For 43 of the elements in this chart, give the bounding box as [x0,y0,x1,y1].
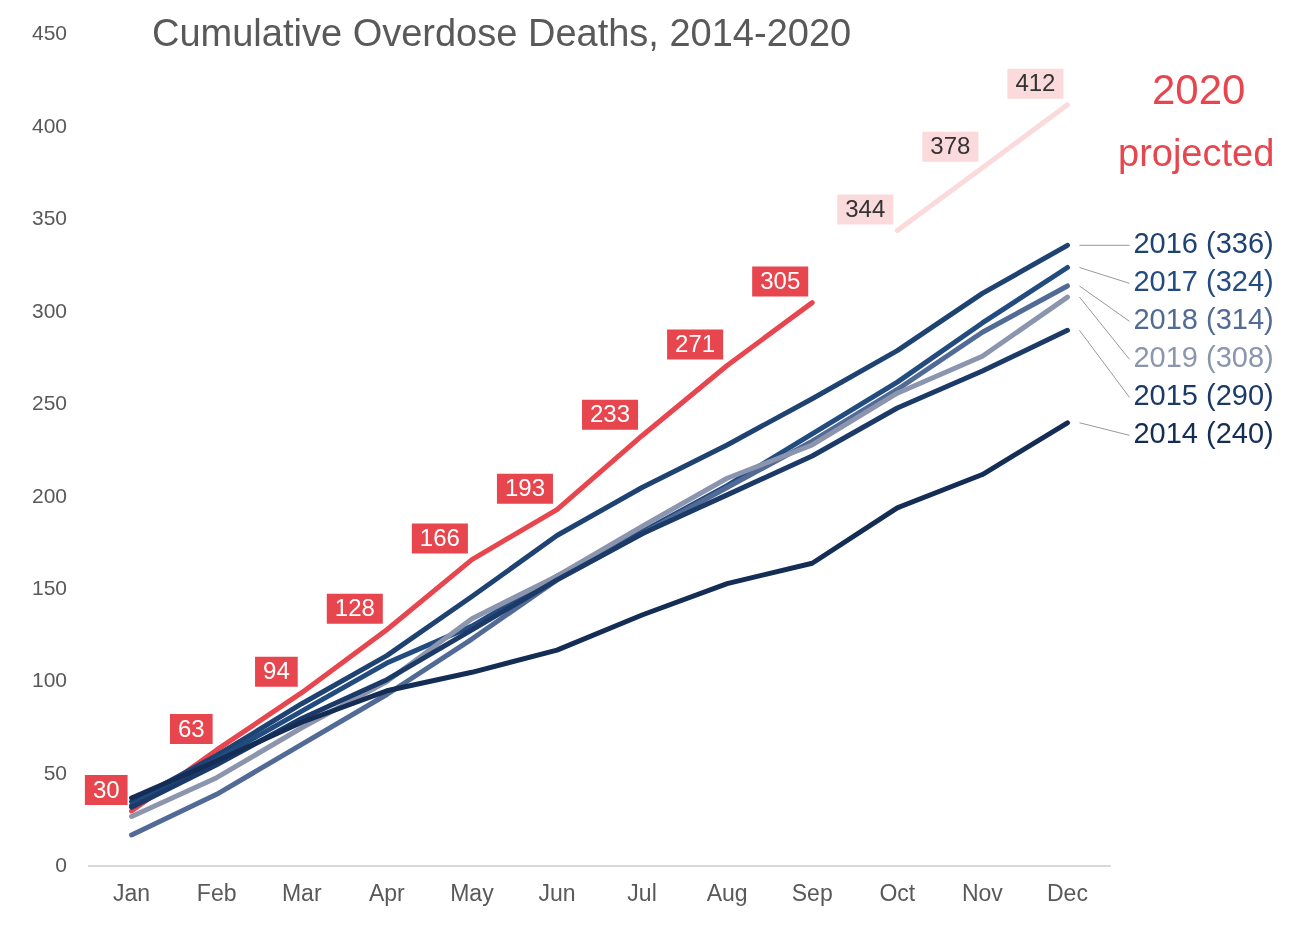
x-tick-label: Aug [706,879,748,906]
data-label: 94 [263,657,290,685]
text: 2020 [1152,66,1246,114]
data-label: 63 [177,714,205,742]
x-tick-label: Apr [368,879,406,906]
x-tick-label: Nov [961,879,1004,906]
y-tick-label: 200 [31,483,68,507]
data-label: 166 [419,524,460,552]
data-label: 378 [930,132,971,160]
text: 2018 (314) [1133,303,1274,336]
y-tick-label: 150 [31,575,68,599]
text: projected [1118,132,1275,175]
x-tick-label: Oct [879,879,916,906]
y-tick-label: 250 [31,391,68,415]
x-tick-label: Feb [196,879,237,906]
data-label: 30 [92,775,120,803]
y-tick-label: 350 [31,206,68,230]
text: 2016 (336) [1133,227,1274,260]
text: 2019 (308) [1133,341,1274,374]
data-label: 193 [504,474,545,502]
x-tick-label: May [450,879,495,906]
x-tick-label: Jul [627,879,657,906]
data-label: 271 [675,330,716,358]
x-tick-label: Mar [281,879,322,906]
y-tick-label: 50 [43,760,68,784]
x-tick-label: Sep [791,879,833,906]
data-label: 344 [845,195,886,223]
y-tick-label: 450 [31,21,68,45]
y-tick-label: 0 [55,853,68,877]
data-label: 128 [334,594,375,622]
data-label: 305 [760,267,801,295]
text: 2014 (240) [1133,417,1274,450]
chart-title: Cumulative Overdose Deaths, 2014-2020 [152,12,852,55]
x-tick-label: Dec [1047,879,1088,906]
y-tick-label: 100 [31,668,68,692]
text: 2017 (324) [1133,265,1274,298]
y-tick-label: 300 [31,298,68,322]
y-tick-label: 400 [31,113,68,137]
x-tick-label: Jan [113,879,151,906]
text: 2015 (290) [1133,379,1274,412]
data-label: 412 [1015,69,1056,97]
x-tick-label: Jun [538,879,576,906]
data-label: 233 [590,400,631,428]
